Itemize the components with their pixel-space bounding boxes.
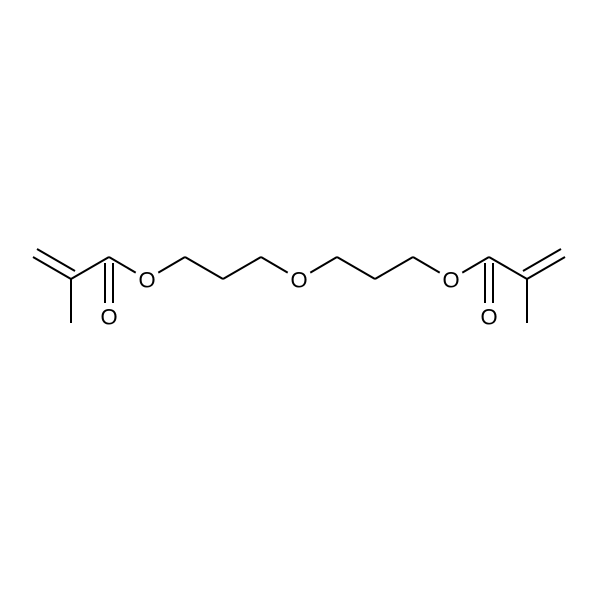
bond bbox=[489, 257, 527, 279]
bond bbox=[308, 257, 337, 274]
oxygen-atom-carbonyl-left: O bbox=[100, 305, 117, 330]
oxygen-atom-ester-right: O bbox=[442, 268, 459, 293]
oxygen-atom-ether-center: O bbox=[290, 268, 307, 293]
bond bbox=[527, 257, 565, 279]
bond bbox=[413, 257, 442, 274]
bond bbox=[375, 257, 413, 279]
bond bbox=[337, 257, 375, 279]
bond bbox=[33, 257, 71, 279]
bond bbox=[523, 249, 561, 271]
bond bbox=[223, 257, 261, 279]
oxygen-atom-carbonyl-right: O bbox=[480, 305, 497, 330]
chemical-structure-diagram: OOOOO bbox=[0, 0, 600, 600]
bond bbox=[185, 257, 223, 279]
bond bbox=[37, 249, 75, 271]
bond bbox=[156, 257, 185, 274]
bond bbox=[261, 257, 290, 274]
bond bbox=[71, 257, 109, 279]
oxygen-atom-ester-left: O bbox=[138, 268, 155, 293]
